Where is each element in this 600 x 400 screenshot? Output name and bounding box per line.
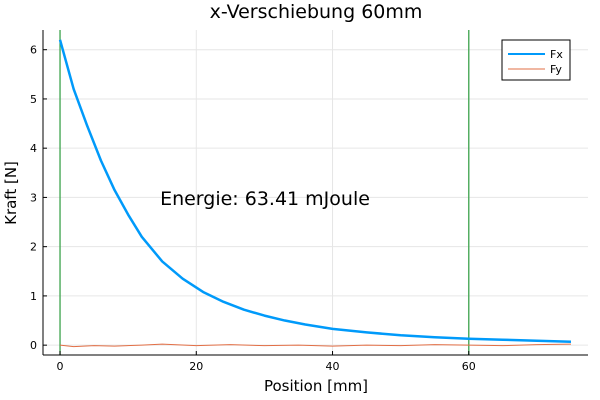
chart-title: x-Verschiebung 60mm — [210, 1, 423, 23]
series-line-fy — [59, 343, 571, 348]
axes — [42, 30, 588, 356]
y-axis-label: Kraft [N] — [2, 161, 20, 225]
legend-label-fy: Fy — [550, 63, 562, 76]
x-axis-label: Position [mm] — [264, 377, 368, 395]
y-tick-label: 5 — [30, 93, 37, 106]
tick-labels: 0 20 40 60 0 1 2 3 4 5 6 — [30, 44, 476, 373]
x-tick-label: 0 — [57, 360, 64, 373]
x-tick-label: 20 — [189, 360, 203, 373]
energy-annotation: Energie: 63.41 mJoule — [160, 188, 370, 210]
x-tick-label: 40 — [326, 360, 340, 373]
series-line-fx — [58, 39, 572, 343]
legend-label-fx: Fx — [550, 48, 563, 61]
x-tick-label: 60 — [462, 360, 476, 373]
legend: Fx Fy — [501, 39, 571, 81]
y-tick-label: 4 — [30, 142, 37, 155]
vertical-lines — [59, 30, 470, 355]
y-tick-label: 1 — [30, 290, 37, 303]
series-lines — [58, 39, 572, 348]
y-tick-label: 6 — [30, 44, 37, 57]
y-tick-label: 2 — [30, 241, 37, 254]
legend-box — [501, 39, 571, 81]
y-tick-label: 3 — [30, 191, 37, 204]
y-tick-label: 0 — [30, 339, 37, 352]
